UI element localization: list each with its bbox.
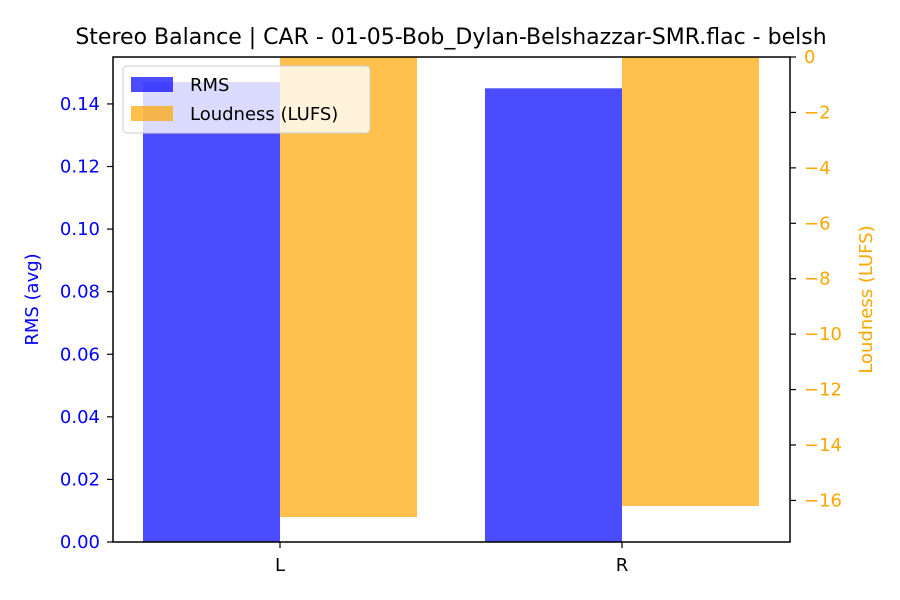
y-right-tick-label: −14 xyxy=(804,435,842,456)
y-left-tick-label: 0.04 xyxy=(60,407,100,428)
legend-swatch-loudness xyxy=(131,106,173,121)
chart-title: Stereo Balance | CAR - 01-05-Bob_Dylan-B… xyxy=(75,25,826,50)
x-tick-label-R: R xyxy=(616,555,629,576)
legend: RMS Loudness (LUFS) xyxy=(122,65,371,134)
y-right-tick-label: 0 xyxy=(804,47,815,68)
rms-bar-L xyxy=(143,82,280,542)
y-left-tick-label: 0.08 xyxy=(60,282,100,303)
y-axis-left: 0.00 0.02 0.04 0.06 0.08 0.10 0.12 0.14 xyxy=(60,94,113,553)
plot-frame xyxy=(112,56,791,543)
legend-swatch-rms xyxy=(131,77,173,92)
y-left-tick-label: 0.06 xyxy=(60,344,100,365)
y-axis-right: 0 −2 −4 −6 −8 −10 −12 −14 −16 xyxy=(790,47,842,511)
y-right-tick-label: −16 xyxy=(804,490,842,511)
legend-box xyxy=(122,65,371,134)
loudness-bar-R xyxy=(622,57,759,506)
y-right-tick-label: −2 xyxy=(804,102,831,123)
y-right-tick-label: −4 xyxy=(804,158,831,179)
loudness-bar-L xyxy=(280,57,417,518)
y-right-tick-label: −10 xyxy=(804,324,842,345)
y-right-tick-label: −12 xyxy=(804,380,842,401)
y-left-tick-label: 0.12 xyxy=(60,157,100,178)
loudness-bars xyxy=(280,57,759,518)
y-axis-left-label: RMS (avg) xyxy=(22,253,43,345)
y-left-tick-label: 0.14 xyxy=(60,94,100,115)
x-tick-label-L: L xyxy=(275,555,285,576)
rms-bars xyxy=(143,82,622,543)
y-left-tick-label: 0.10 xyxy=(60,219,100,240)
y-left-tick-label: 0.00 xyxy=(60,532,100,553)
rms-bar-R xyxy=(485,88,622,543)
legend-label-loudness: Loudness (LUFS) xyxy=(190,104,338,125)
y-left-tick-label: 0.02 xyxy=(60,469,100,490)
y-right-tick-label: −6 xyxy=(804,213,831,234)
legend-label-rms: RMS xyxy=(190,75,229,96)
y-axis-right-label: Loudness (LUFS) xyxy=(856,225,877,373)
y-right-tick-label: −8 xyxy=(804,269,831,290)
